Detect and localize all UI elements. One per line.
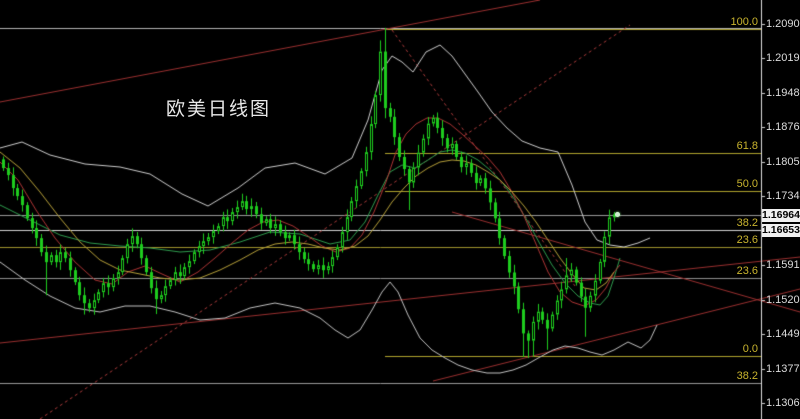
last-price-dot — [615, 212, 620, 218]
fib-level-label: 61.8 — [736, 140, 758, 152]
fib-level-label: 0.0 — [742, 343, 758, 355]
y-axis-tick-label: 1.14490 — [766, 327, 800, 340]
fib-level-label: 100.0 — [730, 16, 758, 28]
price-marker-box: 1.16964 — [762, 209, 800, 222]
fib-level-label: 50.0 — [736, 178, 758, 190]
chart-title: 欧美日线图 — [166, 98, 272, 120]
y-axis-tick-label: 1.19480 — [766, 86, 800, 99]
y-axis-tick-label: 1.15200 — [766, 293, 800, 306]
fib-level-label: 38.2 — [736, 370, 758, 382]
y-axis-tick-label: 1.13770 — [766, 362, 800, 375]
y-axis-tick-label: 1.18050 — [766, 155, 800, 168]
fib-level-label: 23.6 — [736, 265, 758, 277]
y-axis-tick-label: 1.17340 — [766, 190, 800, 203]
price-marker-box: 1.16653 — [762, 224, 800, 237]
y-axis-tick-label: 1.20190 — [766, 52, 800, 65]
y-axis-tick-label: 1.15910 — [766, 259, 800, 272]
y-axis-tick-label: 1.18760 — [766, 121, 800, 134]
fib-level-label: 23.6 — [736, 234, 758, 246]
fib-level-label: 38.2 — [736, 217, 758, 229]
y-axis-tick-label: 1.13060 — [766, 397, 800, 410]
y-axis-tick-label: 1.20900 — [766, 18, 800, 30]
